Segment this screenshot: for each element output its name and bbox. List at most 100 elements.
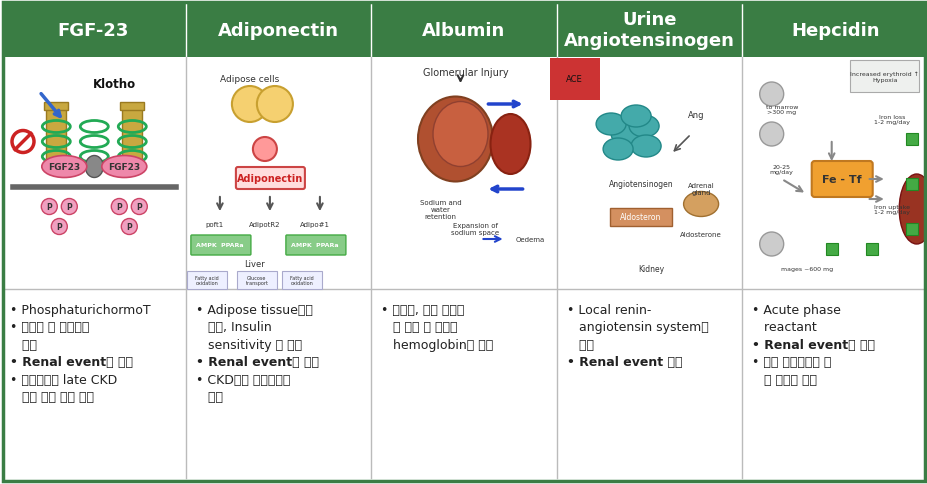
Text: 분비, Insulin: 분비, Insulin [196, 321, 271, 334]
Text: • 골대사 및 심근비대: • 골대사 및 심근비대 [10, 321, 89, 334]
Text: • 만성 콩팥병에서 빈: • 만성 콩팥병에서 빈 [752, 356, 831, 369]
Text: Liver: Liver [244, 260, 265, 269]
Circle shape [759, 123, 783, 147]
Text: Fatty acid
oxidation: Fatty acid oxidation [290, 275, 313, 286]
FancyBboxPatch shape [236, 272, 276, 289]
Text: FGF23: FGF23 [108, 163, 140, 172]
Bar [905, 134, 917, 146]
Text: • 우리나라는 late CKD: • 우리나라는 late CKD [10, 373, 117, 386]
Text: • Renal event와 관련: • Renal event와 관련 [752, 338, 874, 351]
Circle shape [121, 219, 137, 235]
Text: Fe - Tf: Fe - Tf [821, 175, 860, 184]
Circle shape [61, 199, 77, 215]
Ellipse shape [417, 97, 492, 182]
Text: P: P [116, 203, 122, 212]
Text: Angiotensinogen: Angiotensinogen [608, 180, 673, 189]
FancyBboxPatch shape [186, 272, 227, 289]
Circle shape [253, 138, 276, 162]
Text: Aldosteron: Aldosteron [620, 213, 661, 222]
Text: FGF-23: FGF-23 [57, 21, 128, 39]
Bar [46, 107, 66, 162]
Text: sensitivity 와 관련: sensitivity 와 관련 [196, 338, 301, 351]
Ellipse shape [630, 136, 660, 158]
Ellipse shape [490, 115, 530, 175]
Text: 반영: 반영 [566, 338, 593, 351]
Bar [122, 107, 142, 162]
Text: Glomerular Injury: Glomerular Injury [422, 68, 508, 78]
Ellipse shape [42, 156, 87, 178]
Text: Aldosterone: Aldosterone [679, 231, 721, 238]
Circle shape [42, 199, 57, 215]
Text: • 신손상, 혁관 내피세: • 신손상, 혁관 내피세 [381, 303, 464, 317]
Text: • Adipose tissue에서: • Adipose tissue에서 [196, 303, 312, 317]
Circle shape [111, 199, 127, 215]
Text: Iron loss
1-2 mg/day: Iron loss 1-2 mg/day [872, 114, 908, 125]
Bar [3, 3, 924, 58]
Bar [3, 289, 924, 484]
Bar [825, 243, 837, 256]
Circle shape [131, 199, 147, 215]
Text: Hepcidin: Hepcidin [790, 21, 879, 39]
Ellipse shape [102, 156, 146, 178]
Text: • CKD에서 동맥경직도: • CKD에서 동맥경직도 [196, 373, 289, 386]
Text: Adrenal
gland: Adrenal gland [687, 183, 714, 196]
Ellipse shape [603, 139, 632, 161]
Ellipse shape [611, 124, 641, 146]
Text: Increased erythroid ↑
Hypoxia: Increased erythroid ↑ Hypoxia [849, 71, 918, 82]
Circle shape [257, 87, 293, 123]
Text: reactant: reactant [752, 321, 817, 334]
Text: • PhosphaturichormoT: • PhosphaturichormoT [10, 303, 150, 317]
Text: • Renal event와 연관: • Renal event와 연관 [196, 356, 318, 369]
Text: poft1: poft1 [206, 222, 223, 227]
Text: Urine
Angiotensinogen: Urine Angiotensinogen [564, 11, 734, 50]
Text: Sodium and
water
retention: Sodium and water retention [419, 199, 461, 220]
Text: 연관: 연관 [10, 338, 37, 351]
Bar [44, 102, 69, 110]
Text: P: P [67, 203, 72, 212]
Text: 반영: 반영 [196, 391, 222, 404]
Ellipse shape [683, 192, 717, 217]
Text: Ang: Ang [687, 110, 704, 119]
Text: 20-25
mg/day: 20-25 mg/day [768, 164, 793, 175]
FancyBboxPatch shape [235, 167, 305, 190]
Text: • Renal event와 연관: • Renal event와 연관 [10, 356, 133, 369]
Text: • Acute phase: • Acute phase [752, 303, 841, 317]
Text: hemoglobin과 연관: hemoglobin과 연관 [381, 338, 493, 351]
FancyBboxPatch shape [811, 162, 871, 197]
Circle shape [51, 219, 68, 235]
Text: P: P [126, 223, 132, 231]
Text: Albumin: Albumin [422, 21, 505, 39]
Text: Klotho: Klotho [93, 78, 135, 91]
Ellipse shape [595, 114, 626, 136]
Text: AMPK  PPARa: AMPK PPARa [196, 243, 244, 248]
Text: Adiponectin: Adiponectin [218, 21, 338, 39]
Text: mages ~600 mg: mages ~600 mg [780, 267, 832, 272]
Text: to marrow
>300 mg: to marrow >300 mg [765, 105, 797, 115]
Bar [865, 243, 877, 256]
Text: 혀 원인의 지표: 혀 원인의 지표 [752, 373, 817, 386]
Text: Fatty acid
oxidation: Fatty acid oxidation [195, 275, 219, 286]
Text: P: P [46, 203, 52, 212]
Text: Adipo#1: Adipo#1 [299, 222, 329, 227]
Text: Expansion of
sodium space: Expansion of sodium space [451, 223, 499, 236]
Text: Kidney: Kidney [638, 265, 664, 274]
Text: 포 손상 뿐 아니라: 포 손상 뿐 아니라 [381, 321, 457, 334]
Text: • Local renin-: • Local renin- [566, 303, 651, 317]
Circle shape [759, 83, 783, 107]
Text: AdipotR2: AdipotR2 [248, 222, 280, 227]
FancyBboxPatch shape [286, 236, 346, 256]
Ellipse shape [85, 156, 103, 178]
Text: FGF23: FGF23 [48, 163, 81, 172]
Text: Iron uptake
1-2 mg/day: Iron uptake 1-2 mg/day [872, 204, 908, 215]
Text: P: P [136, 203, 142, 212]
Text: AMPK  PPARa: AMPK PPARa [291, 243, 338, 248]
Text: Adiponectin: Adiponectin [236, 174, 303, 183]
Text: P: P [57, 223, 62, 231]
Text: 부터 혁청 농도 상승: 부터 혁청 농도 상승 [10, 391, 94, 404]
Text: Adipose cells: Adipose cells [220, 76, 279, 84]
Text: Glucose
transport: Glucose transport [245, 275, 268, 286]
Text: • Renal event 관련: • Renal event 관련 [566, 356, 681, 369]
Ellipse shape [433, 102, 488, 167]
Text: angiotensin system을: angiotensin system을 [566, 321, 708, 334]
FancyBboxPatch shape [849, 61, 918, 93]
